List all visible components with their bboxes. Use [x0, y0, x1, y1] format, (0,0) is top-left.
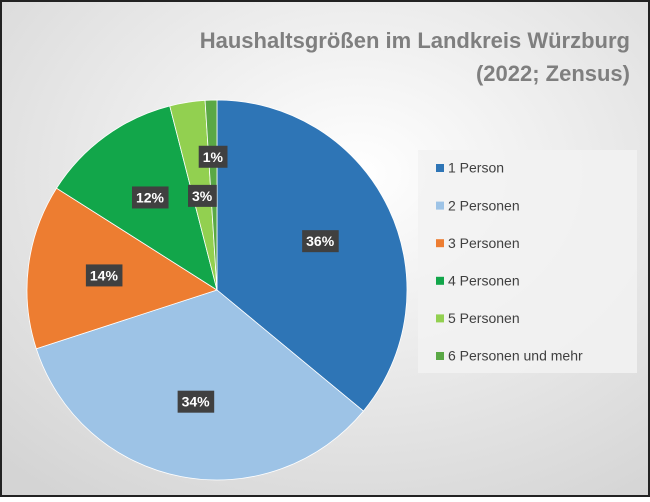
data-label: 1%: [203, 149, 224, 165]
data-label-box: [131, 186, 169, 209]
legend-swatch: [436, 164, 444, 172]
chart-subtitle: (2022; Zensus): [476, 61, 630, 86]
pie-slice: [35, 289, 364, 481]
data-label-box: [198, 145, 228, 168]
data-label-box: [188, 184, 217, 207]
legend-swatch: [436, 314, 444, 323]
data-label-box: [177, 390, 215, 413]
data-label: 12%: [136, 189, 165, 205]
legend-swatch: [436, 201, 444, 210]
data-label: 36%: [306, 233, 335, 249]
data-label-box: [302, 230, 339, 253]
data-label: 3%: [192, 188, 213, 204]
pie-slice: [216, 99, 408, 412]
legend-label: 3 Personen: [448, 235, 520, 251]
legend-label: 1 Person: [448, 160, 504, 176]
chart-title: Haushaltsgrößen im Landkreis Würzburg: [200, 28, 630, 53]
legend-swatch: [436, 239, 444, 248]
data-label: 14%: [90, 267, 119, 283]
legend-label: 2 Personen: [448, 197, 520, 213]
legend-label: 6 Personen und mehr: [448, 348, 583, 364]
legend-label: 5 Personen: [448, 310, 520, 326]
pie: 36% 34% 14% 12% 3% 1%: [26, 99, 408, 481]
legend-label: 4 Personen: [448, 273, 520, 289]
legend: 1 Person 2 Personen 3 Personen 4 Personen 5 …: [436, 160, 583, 364]
data-label: 34%: [182, 394, 211, 410]
data-label-box: [85, 264, 123, 287]
legend-swatch: [436, 352, 444, 360]
legend-box: [418, 150, 637, 373]
legend-swatch: [436, 276, 444, 285]
